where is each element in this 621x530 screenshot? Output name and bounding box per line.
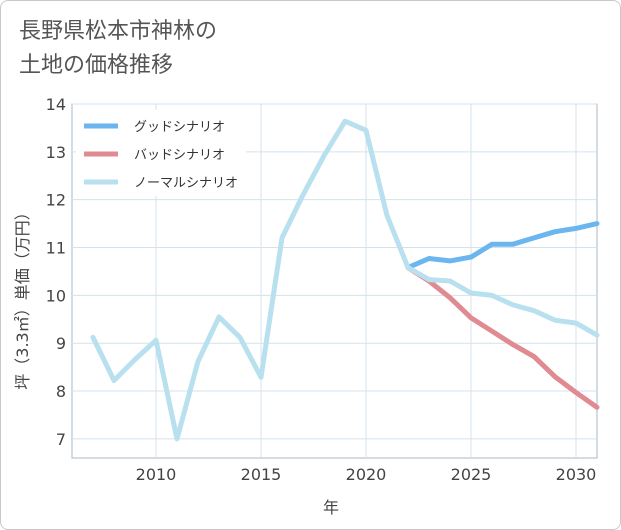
y-tick-labels: 7 8 9 10 11 12 13 14 — [46, 95, 66, 449]
x-tick-label: 2025 — [451, 465, 492, 484]
y-tick-label: 8 — [56, 382, 66, 401]
x-axis-title: 年 — [323, 498, 339, 517]
x-tick-labels: 2010 2015 2020 2025 2030 — [136, 465, 597, 484]
y-tick-label: 7 — [56, 430, 66, 449]
chart-title-line-1: 長野県松本市神林の — [19, 19, 218, 44]
series-line-bad — [405, 265, 600, 410]
legend-label-bad: バッドシナリオ — [134, 148, 225, 163]
y-tick-label: 14 — [46, 95, 66, 114]
x-tick-label: 2010 — [136, 465, 177, 484]
x-tick-label: 2030 — [556, 465, 597, 484]
y-axis-title: 坪（3.3㎡）単価（万円） — [13, 204, 32, 389]
y-tick-label: 9 — [56, 334, 66, 353]
y-tick-label: 10 — [46, 286, 66, 305]
x-tick-label: 2015 — [241, 465, 282, 484]
series-line-normal — [90, 118, 600, 442]
series-lines — [90, 118, 600, 442]
y-tick-label: 13 — [46, 143, 66, 162]
y-tick-label: 11 — [46, 239, 66, 258]
legend-label-normal: ノーマルシナリオ — [134, 176, 238, 191]
chart-title-line-2: 土地の価格推移 — [19, 53, 174, 78]
y-tick-label: 12 — [46, 191, 66, 210]
x-tick-label: 2020 — [346, 465, 387, 484]
legend-label-good: グッドシナリオ — [134, 120, 225, 135]
chart-title: 長野県松本市神林の 土地の価格推移 — [19, 15, 217, 83]
series-line-good — [405, 221, 600, 271]
